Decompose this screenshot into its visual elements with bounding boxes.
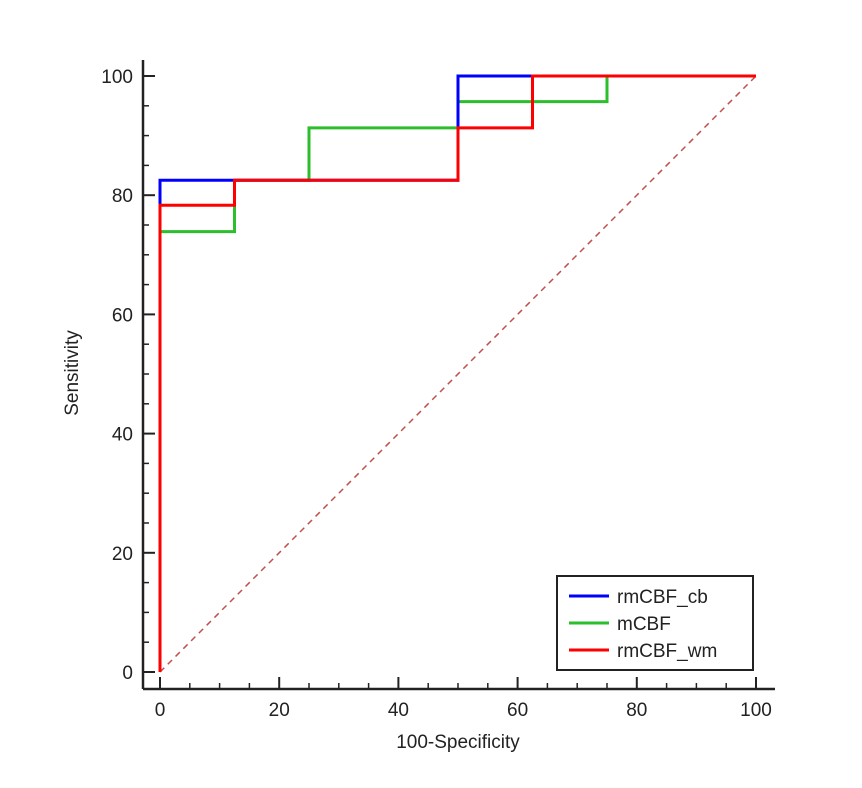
y-tick-label: 60 [112,305,133,326]
legend: rmCBF_cb mCBF rmCBF_wm [556,575,754,671]
legend-label: rmCBF_cb [617,587,708,608]
y-tick-label: 80 [112,186,133,207]
series-lines [158,74,756,672]
x-tick-label: 100 [740,700,772,721]
reference-diagonal-line [159,75,757,673]
legend-label: mCBF [617,614,671,635]
y-tick-label: 100 [101,67,133,88]
x-tick-labels: 0 20 40 60 80 100 [155,700,772,721]
x-tick-label: 0 [155,700,166,721]
y-tick-label: 40 [112,425,133,446]
x-axis-title: 100-Specificity [396,732,520,753]
y-tick-label: 0 [122,663,133,684]
y-axis-title: Sensitivity [62,330,83,416]
reference-diagonal-group [159,75,757,673]
x-tick-label: 20 [269,700,290,721]
series-line-rmcbf-wm [158,74,756,672]
series-line-mcbf [158,74,756,672]
y-tick-labels: 0 20 40 60 80 100 [101,67,133,684]
legend-label: rmCBF_wm [617,641,717,662]
x-tick-label: 60 [507,700,528,721]
y-tick-label: 20 [112,544,133,565]
x-tick-label: 40 [388,700,409,721]
major-ticks [143,75,757,689]
x-tick-label: 80 [626,700,647,721]
